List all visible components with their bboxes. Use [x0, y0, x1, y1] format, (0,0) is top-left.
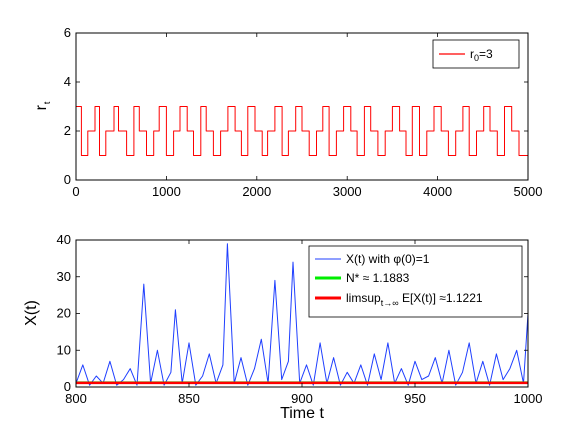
bottom-xtick-label: 800 — [65, 391, 87, 406]
legend-limsup-subscript: t→∞ — [381, 298, 399, 308]
bottom-ytick-label: 40 — [57, 232, 71, 247]
top-legend: r0=3 — [432, 39, 520, 69]
bottom-ytick-label: 30 — [57, 269, 71, 284]
legend-limsup-suffix: E[X(t)] ≈1.1221 — [399, 291, 483, 305]
top-ylabel-main: r — [33, 104, 50, 110]
bottom-ytick-label: 20 — [57, 306, 71, 321]
top-plot-marks — [76, 106, 529, 156]
top-series-0-line — [76, 106, 529, 156]
bottom-xtick-label: 1000 — [514, 391, 543, 406]
top-legend-subscript: 0 — [474, 53, 479, 63]
legend-label-limsup: limsupt→∞ E[X(t)] ≈1.1221 — [346, 291, 483, 308]
top-xtick-label: 2000 — [242, 184, 271, 199]
bottom-ticks: 800 850 900 950 1000 0 10 20 30 40 — [57, 232, 543, 406]
bottom-ylabel: X(t) — [23, 300, 40, 326]
top-legend-suffix: =3 — [479, 47, 493, 61]
top-legend-name: r — [470, 47, 474, 61]
top-xtick-label: 1000 — [152, 184, 181, 199]
top-xtick-label: 0 — [72, 184, 79, 199]
top-xtick-label: 3000 — [333, 184, 362, 199]
bottom-xtick-label: 950 — [404, 391, 426, 406]
top-ytick-label: 0 — [64, 172, 71, 187]
top-ylabel-subscript: t — [42, 101, 52, 104]
top-ytick-label: 6 — [64, 25, 71, 40]
top-xtick-label: 5000 — [514, 184, 543, 199]
bottom-xlabel: Time t — [280, 405, 324, 422]
legend-label-xt: X(t) with φ(0)=1 — [346, 252, 430, 266]
bottom-ytick-label: 10 — [57, 342, 71, 357]
legend-label-nstar: N* ≈ 1.1883 — [346, 271, 410, 285]
top-axes-frame — [75, 32, 529, 181]
legend-limsup-name: limsup — [346, 291, 381, 305]
top-ylabel: rt — [33, 101, 52, 110]
bottom-legend-box — [308, 245, 523, 318]
top-ytick-label: 4 — [64, 74, 71, 89]
bottom-panel: 800 850 900 950 1000 0 10 20 30 40 X(t) Time t X(… — [23, 232, 542, 422]
bottom-plot-marks — [75, 243, 529, 386]
top-ytick-label: 2 — [64, 123, 71, 138]
top-xtick-label: 4000 — [423, 184, 452, 199]
bottom-xtick-label: 850 — [178, 391, 200, 406]
top-ticks: 0 1000 2000 3000 4000 5000 0 2 4 6 — [64, 25, 543, 199]
bottom-ytick-label: 0 — [64, 379, 71, 394]
bottom-xtick-label: 900 — [291, 391, 313, 406]
top-legend-label: r0=3 — [470, 47, 493, 63]
bottom-legend: X(t) with φ(0)=1 N* ≈ 1.1883 limsupt→∞ E… — [308, 245, 523, 318]
